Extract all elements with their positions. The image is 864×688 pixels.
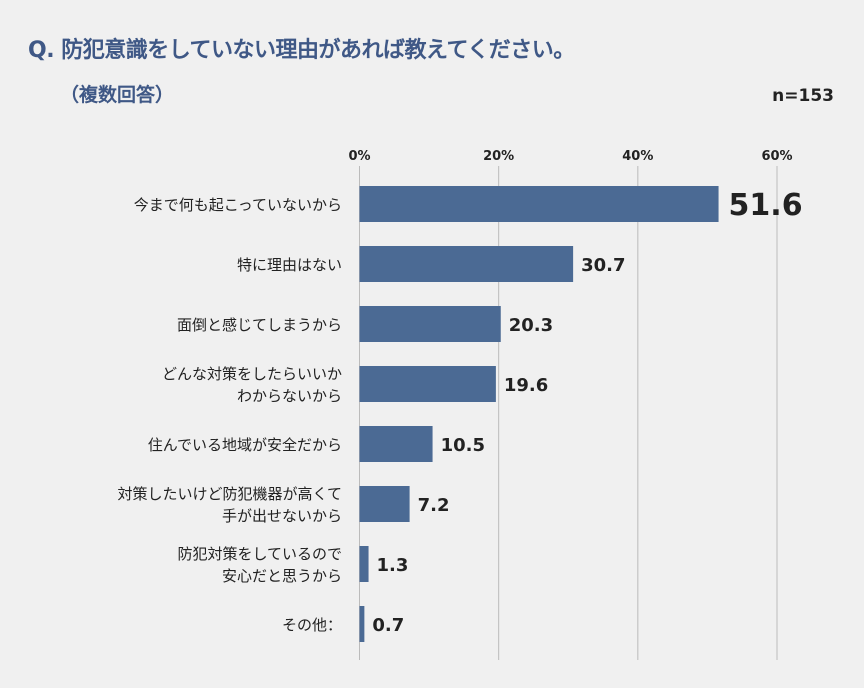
bar	[359, 546, 369, 582]
tick-label: 60%	[761, 149, 792, 164]
bar	[359, 366, 496, 402]
category-label: 住んでいる地域が安全だから	[148, 436, 342, 454]
value-label: 0.7	[372, 615, 404, 636]
category-label: 今まで何も起こっていないから	[134, 196, 342, 214]
value-label: 51.6	[729, 188, 803, 223]
tick-label: 0%	[348, 149, 370, 164]
category-label: どんな対策をしたらいいか	[162, 365, 342, 383]
value-label: 1.3	[377, 555, 409, 576]
bar	[359, 186, 719, 222]
category-label: 特に理由はない	[237, 256, 342, 274]
value-label: 19.6	[504, 375, 548, 396]
bar	[359, 606, 365, 642]
category-label: 手が出せないから	[222, 507, 342, 525]
sample-size: n=153	[772, 86, 834, 106]
category-label: 安心だと思うから	[222, 567, 342, 585]
category-label: 面倒と感じてしまうから	[177, 316, 342, 334]
value-label: 10.5	[441, 435, 485, 456]
tick-label: 40%	[622, 149, 653, 164]
tick-label: 20%	[483, 149, 514, 164]
category-label: 防犯対策をしているので	[177, 545, 342, 563]
category-label: わからないから	[237, 387, 342, 405]
value-label: 30.7	[581, 255, 625, 276]
category-label: その他：	[282, 616, 342, 634]
bar	[359, 486, 410, 522]
chart-title: Q. 防犯意識をしていない理由があれば教えてください。	[28, 38, 575, 63]
chart-subtitle: （複数回答）	[60, 84, 175, 106]
value-label: 7.2	[418, 495, 450, 516]
bar	[359, 306, 501, 342]
value-label: 20.3	[509, 315, 553, 336]
category-label: 対策したいけど防犯機器が高くて	[117, 485, 342, 503]
bar	[359, 426, 433, 462]
bar	[359, 246, 574, 282]
